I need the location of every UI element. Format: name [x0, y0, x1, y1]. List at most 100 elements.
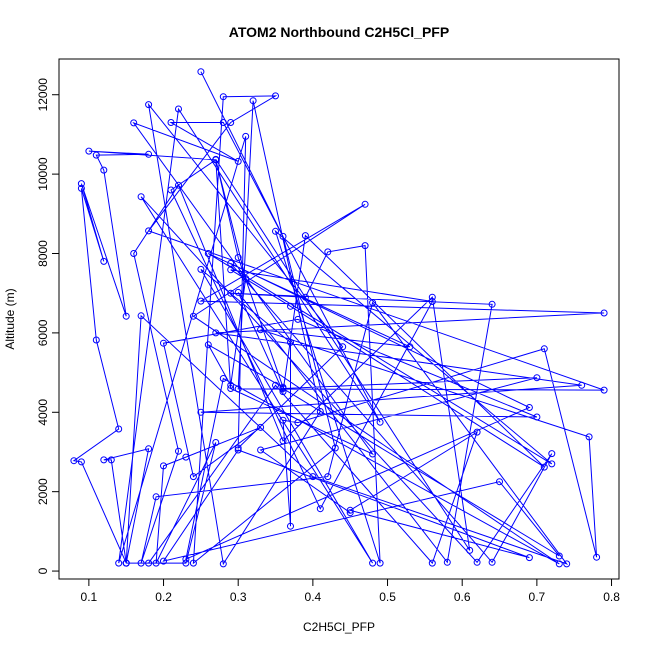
- data-point: [473, 428, 481, 436]
- data-point: [197, 408, 205, 416]
- y-tick-label: 12000: [36, 78, 50, 112]
- data-point: [85, 147, 93, 155]
- x-tick-label: 0.2: [155, 590, 172, 604]
- data-point: [555, 552, 563, 560]
- data-point: [182, 453, 190, 461]
- data-point: [137, 312, 145, 320]
- chart-title: ATOM2 Northbound C2H5Cl_PFP: [229, 24, 449, 40]
- data-point: [137, 193, 145, 201]
- data-point: [175, 447, 182, 455]
- data-point: [533, 374, 541, 382]
- data-point: [369, 559, 377, 567]
- data-point: [145, 150, 153, 158]
- data-point: [272, 227, 279, 235]
- data-point: [77, 180, 85, 188]
- y-tick-label: 6000: [36, 319, 50, 346]
- data-point: [593, 553, 601, 561]
- data-point: [369, 450, 377, 458]
- series-line: [72, 71, 605, 566]
- data-point: [122, 312, 130, 320]
- data-point: [376, 559, 384, 567]
- data-point: [219, 119, 227, 126]
- data-point: [324, 473, 332, 481]
- data-point: [145, 559, 153, 567]
- data-point: [227, 119, 235, 126]
- data-point: [145, 445, 153, 453]
- data-point: [316, 505, 324, 513]
- data-point: [287, 522, 294, 530]
- data-point: [488, 300, 496, 308]
- data-point: [287, 302, 294, 310]
- data-point: [428, 559, 436, 567]
- data-point: [130, 119, 138, 127]
- data-point: [204, 250, 212, 257]
- data-point: [257, 326, 265, 334]
- data-point: [70, 457, 78, 465]
- data-point: [242, 275, 250, 282]
- data-point: [189, 312, 197, 320]
- data-point: [578, 381, 586, 389]
- data-point: [496, 478, 503, 486]
- data-point: [234, 254, 242, 261]
- data-point: [227, 385, 235, 392]
- data-point: [376, 418, 384, 426]
- data-point: [77, 184, 85, 192]
- data-point: [563, 560, 571, 568]
- plot-frame: [58, 58, 620, 580]
- data-point: [122, 559, 130, 567]
- data-point: [257, 423, 265, 431]
- data-point: [316, 408, 324, 415]
- data-point: [100, 166, 108, 174]
- data-point: [175, 181, 182, 189]
- data-point: [540, 463, 548, 471]
- data-point: [301, 293, 309, 301]
- data-point: [249, 97, 257, 105]
- data-point: [473, 558, 481, 566]
- data-point: [533, 413, 541, 421]
- data-point: [406, 343, 414, 351]
- data-point: [227, 381, 235, 389]
- data-point: [339, 343, 347, 351]
- data-point: [152, 493, 160, 501]
- x-axis: 0.1 0.2 0.3 0.4 0.5 0.6 0.7 0.8: [81, 579, 620, 604]
- data-point: [182, 555, 190, 563]
- data-point: [234, 157, 242, 165]
- series: [70, 68, 608, 568]
- data-point: [585, 433, 593, 441]
- data-point: [130, 250, 138, 257]
- data-point: [428, 293, 436, 301]
- data-point: [294, 419, 302, 427]
- data-point: [115, 425, 123, 433]
- data-point: [227, 259, 235, 267]
- data-point: [294, 315, 302, 323]
- data-point: [242, 132, 250, 140]
- y-tick-label: 4000: [36, 399, 50, 426]
- data-point: [272, 92, 279, 100]
- data-point: [331, 444, 339, 452]
- data-point: [92, 336, 100, 344]
- data-point: [219, 93, 227, 101]
- y-tick-label: 2000: [36, 478, 50, 505]
- data-point: [234, 288, 242, 296]
- data-point: [600, 386, 608, 394]
- data-point: [145, 227, 153, 235]
- data-point: [145, 101, 153, 109]
- data-point: [234, 385, 242, 393]
- data-point: [227, 289, 235, 297]
- y-tick-label: 10000: [36, 157, 50, 191]
- data-point: [234, 446, 242, 454]
- data-point: [115, 559, 123, 567]
- data-point: [100, 257, 108, 265]
- data-point: [160, 557, 167, 565]
- data-point: [466, 546, 474, 554]
- data-point: [428, 298, 436, 305]
- y-axis: 0 2000 4000 6000 8000 10000 12000: [36, 78, 59, 574]
- data-point: [257, 446, 265, 454]
- data-point: [555, 560, 563, 568]
- data-point: [182, 559, 190, 567]
- data-point: [369, 299, 377, 307]
- data-point: [204, 341, 212, 349]
- data-point: [234, 444, 242, 452]
- data-point: [525, 554, 533, 562]
- data-point: [167, 186, 175, 194]
